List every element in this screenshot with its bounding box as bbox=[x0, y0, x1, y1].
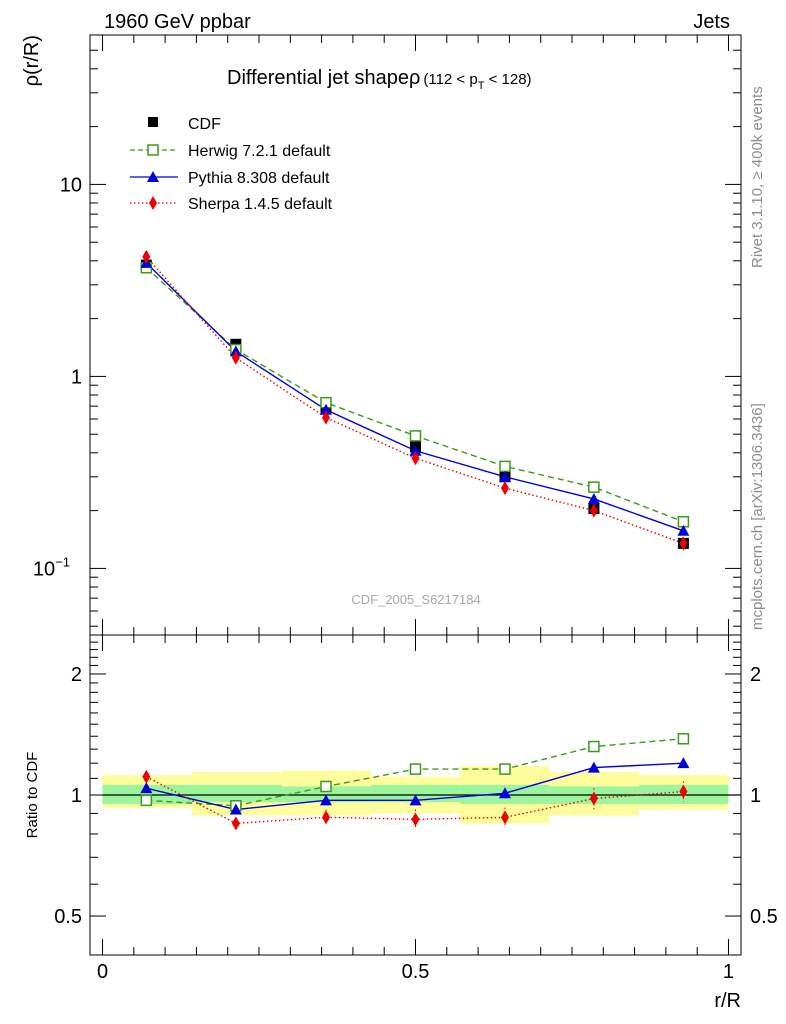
ratio-plot: 2 2 1 1 0.5 0.5 0 0.5 1 Ratio to CDF r/R bbox=[24, 634, 778, 1012]
main-line-pythia bbox=[145, 262, 684, 532]
main-title: Differential jet shapeρ (112 < pT < 128) bbox=[227, 67, 532, 92]
main-plot: 10 1 10−1 Differential jet shapeρ (112 < pT… bbox=[21, 34, 742, 636]
ratio-xlabel: r/R bbox=[714, 990, 741, 1012]
legend-label-cdf: CDF bbox=[188, 116, 221, 133]
ratio-ytick-label-right: 0.5 bbox=[750, 906, 778, 928]
main-ytick-label-exponent: −1 bbox=[55, 554, 70, 569]
main-point-pythia bbox=[587, 492, 600, 504]
ratio-point-sherpa bbox=[679, 784, 688, 799]
main-marks bbox=[140, 249, 690, 551]
main-title-text: Differential jet shapeρ bbox=[227, 67, 420, 89]
ratio-point-pythia bbox=[499, 787, 512, 799]
ratio-band-inner bbox=[371, 784, 460, 803]
ratio-point-herwig bbox=[320, 780, 332, 793]
ratio-point-pythia bbox=[140, 782, 153, 794]
title-suffix-sub: T bbox=[478, 80, 485, 92]
legend: CDF Herwig 7.2.1 default Pythia 8.308 de… bbox=[130, 116, 333, 213]
ratio-point-herwig bbox=[499, 763, 511, 775]
title-suffix-post: < 128) bbox=[484, 71, 531, 88]
legend-label-sherpa: Sherpa 1.4.5 default bbox=[188, 196, 333, 213]
main-point-herwig bbox=[499, 460, 511, 473]
ratio-point-sherpa bbox=[411, 812, 420, 827]
source-label: mcplots.cern.ch [arXiv:1306.3436] bbox=[749, 403, 766, 630]
ratio-point-pythia bbox=[229, 803, 242, 815]
legend-entry-sherpa: Sherpa 1.4.5 default bbox=[130, 196, 333, 213]
main-point-sherpa bbox=[231, 350, 240, 365]
main-point-pythia bbox=[319, 403, 332, 415]
legend-label-pythia: Pythia 8.308 default bbox=[188, 170, 330, 187]
title-suffix-pre: (112 < p bbox=[423, 71, 477, 88]
legend-marker-herwig bbox=[147, 144, 159, 156]
main-line-herwig bbox=[145, 267, 684, 523]
main-ytick-label: 1 bbox=[71, 366, 82, 388]
legend-label-herwig: Herwig 7.2.1 default bbox=[188, 143, 331, 160]
main-title-suffix: (112 < pT < 128) bbox=[423, 71, 531, 92]
legend-marker-cdf bbox=[148, 117, 158, 127]
ratio-point-sherpa bbox=[142, 769, 151, 784]
ratio-ytick-label-left: 1 bbox=[71, 785, 82, 807]
watermark: CDF_2005_S6217184 bbox=[351, 592, 480, 607]
main-point-herwig bbox=[409, 430, 422, 442]
ratio-band-inner bbox=[281, 786, 372, 803]
ratio-point-herwig bbox=[409, 763, 422, 775]
ratio-point-sherpa bbox=[501, 810, 510, 825]
legend-entry-cdf: CDF bbox=[148, 116, 221, 133]
ratio-marks bbox=[140, 733, 690, 831]
main-point-sherpa bbox=[411, 451, 420, 466]
ratio-ytick-label-right: 2 bbox=[750, 664, 761, 686]
legend-marker-pythia bbox=[147, 171, 159, 182]
main-point-sherpa bbox=[589, 503, 598, 518]
ratio-point-pythia bbox=[587, 761, 600, 773]
rivet-label: Rivet 3.1.10, ≥ 400k events bbox=[749, 86, 766, 268]
legend-marker-sherpa bbox=[149, 196, 157, 210]
main-point-sherpa bbox=[142, 249, 151, 264]
ratio-ytick-label-left: 2 bbox=[71, 664, 82, 686]
ratio-ylabel: Ratio to CDF bbox=[24, 752, 41, 839]
ratio-xtick-label: 0 bbox=[97, 961, 108, 983]
energy-label: 1960 GeV ppbar bbox=[104, 11, 251, 33]
main-point-sherpa bbox=[501, 481, 510, 496]
main-line-sherpa bbox=[145, 256, 684, 545]
ratio-point-sherpa bbox=[321, 810, 330, 825]
ratio-point-herwig bbox=[677, 733, 690, 745]
category-label: Jets bbox=[693, 11, 730, 33]
main-ytick-label: 10−1 bbox=[33, 554, 70, 580]
ratio-point-sherpa bbox=[231, 816, 240, 831]
ratio-xtick-label: 0.5 bbox=[402, 961, 430, 983]
main-axes: 10 1 10−1 bbox=[33, 34, 741, 635]
main-point-sherpa bbox=[679, 536, 688, 551]
main-point-herwig bbox=[588, 481, 600, 493]
ratio-point-herwig bbox=[140, 794, 153, 807]
ratio-frame bbox=[89, 634, 742, 956]
main-point-pythia bbox=[409, 444, 422, 456]
ratio-point-pythia bbox=[409, 794, 422, 806]
ratio-point-sherpa bbox=[589, 791, 598, 806]
ratio-xtick-label: 1 bbox=[723, 961, 734, 983]
ratio-point-herwig bbox=[588, 740, 600, 753]
ratio-ytick-label-left: 0.5 bbox=[54, 906, 82, 928]
ratio-point-pythia bbox=[677, 757, 690, 769]
main-point-sherpa bbox=[321, 410, 330, 425]
ratio-band-inner bbox=[192, 784, 282, 803]
main-point-pythia bbox=[677, 524, 690, 536]
legend-entry-herwig: Herwig 7.2.1 default bbox=[130, 143, 331, 160]
main-point-pythia bbox=[499, 470, 512, 482]
legend-entry-pythia: Pythia 8.308 default bbox=[130, 170, 330, 187]
ratio-point-pythia bbox=[319, 794, 332, 806]
main-ylabel: ρ(r/R) bbox=[21, 35, 43, 86]
ratio-ytick-label-right: 1 bbox=[750, 785, 761, 807]
main-ytick-label: 10 bbox=[60, 174, 82, 196]
